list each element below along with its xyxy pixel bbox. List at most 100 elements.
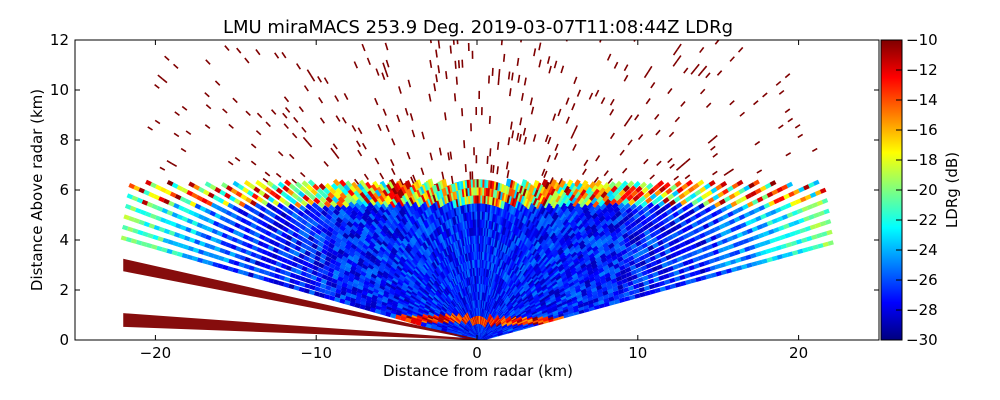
- scan-gate: [400, 267, 408, 275]
- scan-gate: [331, 196, 339, 204]
- scan-gate: [269, 232, 277, 239]
- scan-gate: [663, 182, 671, 189]
- scan-gate: [192, 211, 200, 218]
- scan-gate: [530, 186, 537, 196]
- scan-gate: [398, 258, 406, 266]
- scan-gate: [366, 289, 374, 296]
- scan-gate: [634, 262, 642, 269]
- scan-gate: [401, 251, 409, 260]
- scan-gate: [371, 248, 380, 256]
- scan-gate: [180, 147, 187, 153]
- scan-gate: [785, 152, 792, 157]
- scan-gate: [614, 180, 622, 189]
- scan-gate: [705, 213, 713, 221]
- scan-gate: [558, 267, 566, 275]
- scan-gate: [277, 223, 285, 230]
- scan-gate: [609, 273, 617, 280]
- scan-gate: [614, 193, 622, 202]
- scan-gate: [363, 257, 371, 265]
- scan-gate: [531, 0, 532, 5]
- scan-gate: [356, 210, 364, 218]
- scan-gate: [613, 61, 619, 69]
- scan-gate: [589, 279, 597, 286]
- scan-gate: [319, 231, 327, 239]
- scan-gate: [279, 237, 287, 244]
- scan-gate: [366, 190, 374, 199]
- scan-gate: [688, 264, 695, 271]
- scan-gate: [357, 281, 365, 288]
- scan-gate: [293, 250, 301, 257]
- scan-gate: [599, 274, 606, 281]
- scan-gate: [535, 202, 543, 211]
- scan-gate: [314, 255, 321, 262]
- scan-gate: [590, 241, 598, 249]
- scan-gate: [550, 223, 559, 232]
- scan-gate: [705, 72, 711, 79]
- scan-gate: [556, 304, 563, 310]
- scan-gate: [752, 234, 760, 241]
- scan-gate: [526, 183, 533, 193]
- scan-gate: [717, 247, 725, 254]
- scan-gate: [598, 303, 605, 309]
- scan-gate: [366, 216, 374, 224]
- scan-gate: [393, 193, 401, 202]
- scan-gate: [395, 249, 404, 257]
- scan-gate: [534, 181, 542, 191]
- scan-gate: [545, 238, 554, 247]
- scan-gate: [306, 216, 315, 224]
- scan-gate: [613, 222, 621, 230]
- scan-gate: [191, 192, 199, 199]
- scan-gate: [718, 223, 726, 230]
- scan-gate: [728, 218, 736, 225]
- scan-gate: [282, 226, 290, 233]
- scan-gate: [762, 230, 770, 237]
- scan-gate: [609, 132, 615, 140]
- scan-gate: [539, 228, 547, 237]
- scan-gate: [546, 268, 554, 276]
- scan-gate: [351, 239, 359, 247]
- scan-gate: [207, 218, 215, 225]
- scan-gate: [588, 92, 594, 100]
- scan-gate: [622, 167, 628, 174]
- scan-gate: [447, 152, 451, 161]
- scan-gate: [411, 211, 419, 221]
- scan-gate: [496, 141, 500, 150]
- scan-gate: [599, 203, 607, 211]
- scan-gate: [381, 237, 390, 246]
- scan-gate: [389, 249, 397, 257]
- scan-gate: [323, 160, 329, 167]
- scan-gate: [553, 60, 558, 69]
- scan-gate: [351, 257, 359, 265]
- scan-gate: [184, 198, 192, 205]
- scan-gate: [332, 273, 339, 280]
- scan-gate: [375, 68, 380, 76]
- scan-gate: [429, 152, 433, 161]
- scan-gate: [676, 43, 682, 50]
- scan-gate: [567, 244, 575, 253]
- scan-gate: [571, 298, 578, 304]
- scan-gate: [664, 279, 671, 285]
- scan-gate: [385, 276, 393, 284]
- scan-gate: [555, 186, 563, 195]
- scan-gate: [508, 88, 512, 97]
- scan-gate: [408, 205, 416, 214]
- scan-gate: [365, 205, 373, 213]
- scan-gate: [423, 181, 431, 190]
- scan-gate: [622, 282, 629, 289]
- scan-gate: [547, 136, 552, 145]
- scan-gate: [227, 160, 234, 166]
- scan-gate: [727, 211, 734, 218]
- scan-gate: [342, 232, 350, 240]
- scan-gate: [201, 197, 208, 204]
- scan-gate: [759, 241, 766, 247]
- scan-gate: [765, 211, 772, 218]
- scan-gate: [316, 223, 324, 231]
- scan-gate: [173, 202, 180, 210]
- scan-gate: [635, 204, 644, 212]
- scan-gate: [646, 202, 655, 209]
- scan-gate: [542, 232, 550, 241]
- scan-gate: [550, 301, 558, 308]
- scan-gate: [304, 227, 312, 234]
- scan-gate: [593, 304, 600, 310]
- scan-gate: [582, 194, 591, 203]
